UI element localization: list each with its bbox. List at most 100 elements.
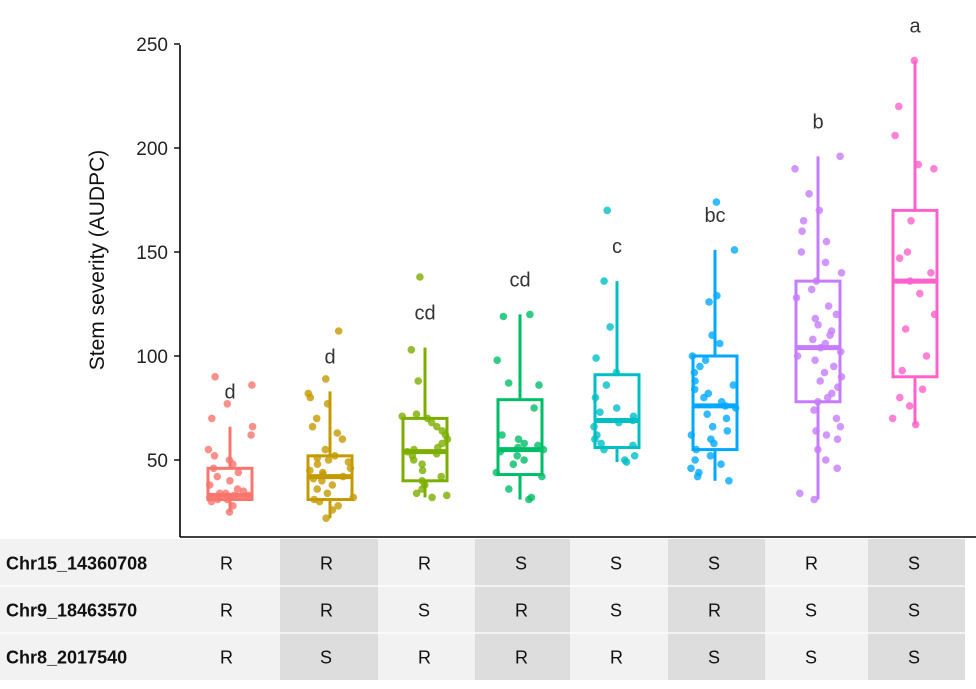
table-cell	[570, 633, 668, 680]
data-point	[418, 460, 426, 469]
data-point	[514, 435, 523, 444]
data-point	[530, 404, 538, 412]
data-point	[225, 456, 234, 464]
data-point	[836, 348, 845, 356]
data-point	[312, 414, 321, 423]
plot-area: d d cd cd c bc b a	[204, 16, 939, 522]
data-point	[321, 445, 330, 454]
table-cell	[475, 539, 570, 586]
data-point	[418, 477, 426, 485]
data-point	[496, 447, 505, 456]
data-point	[407, 346, 416, 354]
data-point	[822, 237, 831, 246]
table-cell-value: R	[610, 648, 623, 668]
significance-letter: cd	[414, 303, 435, 325]
table-cell-value: S	[418, 601, 430, 621]
table-cell	[280, 539, 378, 586]
significance-letter: c	[612, 236, 622, 258]
table-cell-value: S	[908, 601, 920, 621]
data-point	[338, 435, 347, 444]
significance-letter: b	[812, 111, 823, 133]
data-point	[820, 368, 829, 377]
table-cell	[280, 633, 378, 680]
data-point	[722, 414, 731, 423]
data-point	[323, 400, 332, 408]
table-row-label: Chr15_14360708	[6, 554, 147, 574]
data-point	[907, 217, 915, 225]
table-cell	[765, 633, 868, 680]
data-point	[593, 431, 601, 439]
data-point	[731, 404, 740, 412]
data-point	[918, 385, 927, 394]
table-cell	[868, 633, 965, 680]
box-group-3: cd	[398, 273, 452, 502]
data-point	[505, 485, 513, 493]
data-point	[318, 477, 326, 485]
data-point	[504, 379, 513, 387]
data-point	[891, 131, 899, 140]
data-point	[324, 456, 333, 464]
data-point	[811, 356, 819, 365]
data-point	[597, 439, 605, 448]
box-group-7: b	[791, 111, 846, 504]
data-point	[630, 452, 639, 460]
data-point	[438, 427, 447, 435]
data-point	[331, 452, 339, 460]
y-axis-label: Stem severity (AUDPC)	[86, 150, 109, 371]
data-point	[520, 439, 528, 448]
data-point	[690, 385, 699, 394]
data-point	[692, 445, 700, 454]
data-point	[703, 410, 711, 419]
y-tick-label: 100	[136, 347, 168, 368]
data-point	[526, 310, 534, 319]
data-point	[688, 352, 697, 360]
data-point	[403, 447, 412, 456]
data-point	[309, 474, 318, 483]
table-cell-value: R	[320, 554, 333, 574]
data-point	[313, 454, 322, 462]
data-point	[520, 456, 528, 464]
data-point	[791, 165, 799, 173]
data-point	[527, 493, 536, 502]
data-point	[344, 458, 353, 466]
data-point	[713, 291, 721, 300]
data-point	[814, 445, 822, 454]
table-cell-value: S	[320, 648, 332, 668]
data-point	[509, 460, 518, 469]
data-point	[416, 273, 424, 281]
data-point	[723, 427, 732, 435]
data-point	[827, 327, 836, 335]
data-point	[836, 152, 844, 161]
data-point	[837, 269, 846, 277]
data-point	[513, 452, 521, 460]
data-point	[822, 456, 830, 464]
table-cell	[570, 586, 668, 633]
table-cell	[668, 539, 765, 586]
data-point	[600, 277, 608, 285]
data-point	[443, 491, 451, 500]
table-label-cell	[0, 586, 180, 633]
data-point	[319, 468, 327, 477]
data-point	[499, 312, 508, 321]
data-point	[328, 506, 337, 514]
box-group-6: bc	[687, 198, 740, 485]
data-point	[717, 398, 726, 406]
data-point	[493, 356, 502, 365]
data-point	[695, 468, 703, 477]
data-point	[230, 491, 239, 500]
data-point	[229, 502, 237, 510]
table-cell-value: R	[805, 554, 818, 574]
table-cell	[475, 633, 570, 680]
box-group-5: c	[590, 206, 641, 466]
data-point	[612, 368, 621, 377]
data-point	[810, 406, 818, 414]
data-point	[704, 389, 713, 398]
data-point	[836, 422, 845, 431]
data-point	[308, 422, 317, 431]
data-point	[895, 102, 903, 111]
data-point	[901, 325, 910, 333]
data-point	[306, 466, 314, 475]
table-cell-value: R	[220, 601, 233, 621]
data-point	[498, 431, 506, 439]
data-point	[833, 435, 842, 444]
